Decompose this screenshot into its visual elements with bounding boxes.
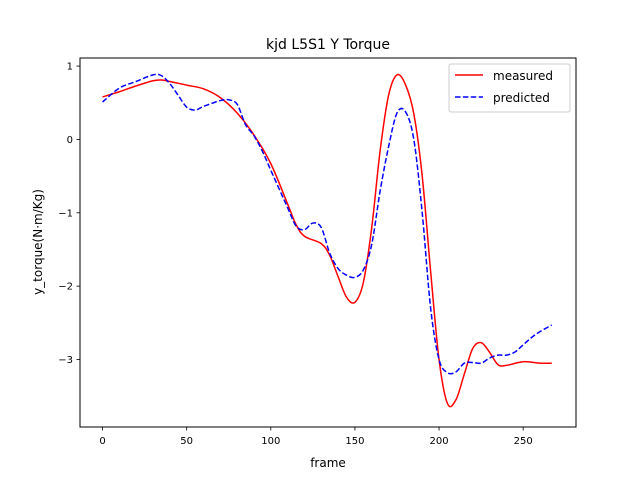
x-tick-label: 0 [99, 436, 105, 447]
x-axis-ticks: 0 50 100 150 200 250 [99, 427, 533, 447]
chart-title: kjd L5S1 Y Torque [266, 37, 390, 53]
y-axis-label: y_torque(N·m/Kg) [31, 189, 45, 295]
y-tick-label: −2 [58, 282, 73, 293]
x-tick-label: 200 [429, 436, 448, 447]
legend-box [448, 63, 571, 113]
y-axis-ticks: −3 −2 −1 0 1 [58, 62, 80, 366]
y-tick-label: 1 [67, 62, 73, 73]
legend-label-predicted: predicted [493, 91, 550, 105]
x-tick-label: 250 [514, 436, 533, 447]
series-line-predicted [102, 73, 553, 375]
x-tick-label: 150 [345, 436, 364, 447]
y-tick-label: −1 [58, 208, 73, 219]
x-tick-label: 100 [261, 436, 280, 447]
y-tick-label: −3 [58, 355, 73, 366]
legend: measured predicted [448, 63, 571, 113]
legend-label-measured: measured [493, 69, 553, 83]
x-axis-label: frame [310, 456, 346, 470]
y-tick-label: 0 [67, 135, 73, 146]
plot-frame [79, 57, 577, 428]
x-tick-label: 50 [180, 436, 193, 447]
series-layer [102, 73, 553, 408]
series-line-measured [102, 73, 552, 408]
